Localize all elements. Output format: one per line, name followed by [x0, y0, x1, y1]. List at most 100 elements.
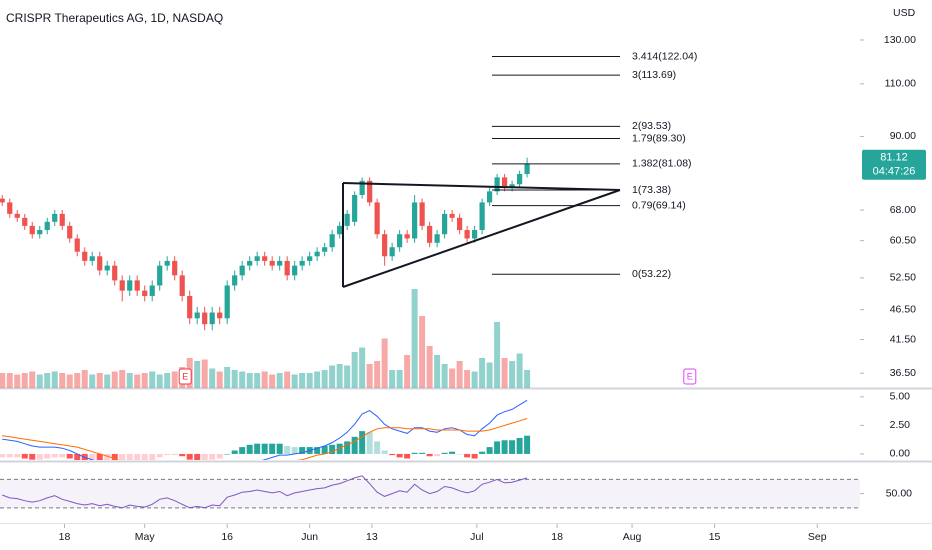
volume-bar [104, 374, 111, 388]
candle-body [157, 265, 163, 286]
candle-body [29, 225, 35, 235]
axes: 130.00110.0090.0068.0060.5052.5046.5041.… [59, 34, 917, 543]
macd-histogram-bar [486, 447, 493, 454]
volume-bar [329, 365, 336, 388]
volume-bar [374, 361, 381, 388]
volume-bar [134, 374, 141, 388]
macd-histogram-bar [36, 453, 43, 460]
macd-histogram-bar [494, 441, 501, 454]
volume-bar [366, 364, 373, 388]
volume-bar [411, 289, 418, 388]
macd-histogram-bar [471, 453, 478, 459]
candle-body [449, 213, 455, 218]
candle-body [314, 251, 320, 257]
macd-histogram-bar [426, 453, 433, 457]
macd-histogram-bar [186, 453, 193, 460]
candle-body [89, 256, 95, 261]
macd-histogram-bar [171, 453, 178, 456]
volume-bar [171, 371, 178, 388]
macd-histogram-bar [351, 436, 358, 454]
macd-histogram-bar [284, 445, 291, 454]
volume-bar [464, 370, 471, 388]
volume-bar [0, 373, 6, 388]
macd-histogram-bar [74, 453, 81, 460]
macd-histogram-bar [291, 447, 298, 454]
candle-body [254, 256, 260, 261]
volume-bar [351, 352, 358, 388]
macd-y-tick-label: 5.00 [890, 391, 911, 403]
volume-bar [51, 371, 58, 388]
event-marker [683, 368, 697, 385]
macd-histogram-bar [216, 453, 223, 459]
volume-bar [509, 361, 516, 388]
candle-body [7, 202, 13, 214]
macd-histogram-bar [509, 440, 516, 454]
macd-histogram-bar [6, 453, 13, 458]
volume-bar [441, 364, 448, 388]
volume-bar [471, 371, 478, 388]
volume-bar [419, 316, 426, 388]
candle-body [202, 312, 208, 325]
volume-bar [96, 373, 103, 388]
macd-histogram-bar [59, 453, 66, 458]
y-tick-label: 36.50 [890, 367, 916, 379]
candle-body [44, 221, 50, 231]
candle-body [284, 260, 290, 276]
candle-body [142, 290, 148, 296]
volume-bar [89, 374, 96, 388]
candle-body [37, 230, 43, 235]
x-tick-label: 15 [709, 531, 721, 543]
macd-y-tick-label: 2.50 [890, 419, 911, 431]
candle-body [67, 225, 73, 239]
event-marker [178, 368, 192, 385]
macd-histogram-bar [276, 443, 283, 454]
x-tick-label: Aug [623, 531, 642, 543]
volume-bar [201, 359, 208, 388]
candle-body [419, 202, 425, 226]
chart-title: CRISPR Therapeutics AG, 1D, NASDAQ [6, 11, 223, 25]
volume-bar [404, 355, 411, 388]
candle-body [172, 260, 178, 276]
volume-bar [261, 371, 268, 388]
y-tick-label: 52.50 [890, 272, 916, 284]
candle-body [434, 234, 440, 243]
volume-bar [494, 322, 501, 388]
candle-body [344, 213, 350, 226]
volume-bar [44, 373, 51, 388]
volume-bar [456, 361, 463, 388]
candle-body [0, 198, 5, 203]
candle-body [329, 234, 335, 248]
macd-histogram-bar [231, 450, 238, 454]
volume-bar [194, 361, 201, 388]
macd-histogram-bar [246, 444, 253, 454]
candle-body [322, 247, 328, 252]
volume-bar [396, 370, 403, 388]
candle-body [194, 312, 200, 319]
fib-label: 2(93.53) [632, 120, 671, 132]
volume-bar [381, 338, 388, 388]
candle-body [367, 180, 373, 203]
candle-body [52, 213, 58, 222]
macd-histogram-bar [51, 453, 58, 458]
candle-body [307, 256, 313, 261]
fib-label: 0.79(69.14) [632, 199, 686, 211]
macd-histogram-bar [501, 440, 508, 454]
candle-body [389, 247, 395, 257]
macd-histogram-bar [336, 443, 343, 454]
macd-histogram-bar [149, 453, 156, 460]
volume-bar [216, 371, 223, 388]
volume-bar [59, 373, 66, 388]
macd-histogram-bar [441, 452, 448, 454]
y-tick-label: 46.50 [890, 303, 916, 315]
candle-body [149, 285, 155, 296]
macd-histogram-bar [366, 432, 373, 454]
volume-bar [29, 371, 36, 388]
candle-body [487, 191, 493, 203]
fib-label: 1.382(81.08) [632, 158, 692, 170]
candle-body [134, 280, 140, 291]
rsi-layer [0, 475, 860, 509]
candle-body [104, 265, 110, 271]
macd-histogram-bar [66, 453, 73, 459]
candle-body [97, 256, 103, 271]
